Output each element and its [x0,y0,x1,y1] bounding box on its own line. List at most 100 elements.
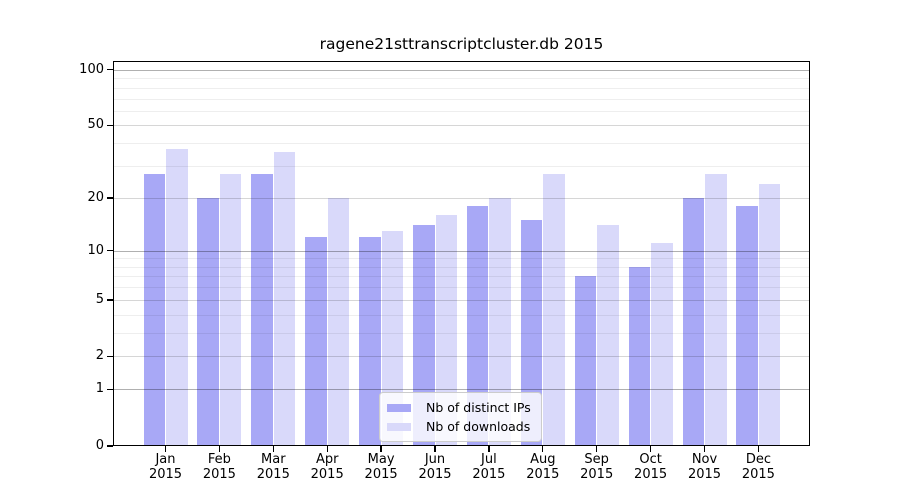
bar-distinct-ips-jul [466,205,489,446]
legend-label-downloads: Nb of downloads [426,419,531,434]
bar-distinct-ips-apr [305,236,327,446]
x-tick-month-oct: Oct [639,452,662,467]
y-tick-mark-20 [107,197,113,199]
x-tick-year-jan: 2015 [148,467,183,482]
gridline-2 [114,356,809,358]
bar-distinct-ips-jan [143,174,165,446]
gridline-minor-40 [114,143,809,145]
x-tick-year-jun: 2015 [418,467,452,482]
x-tick-mark-nov [703,446,706,452]
y-tick-label-2: 2 [95,348,104,364]
bar-downloads-dec [758,183,781,446]
x-tick-label-oct: Oct 2015 [619,452,683,482]
x-tick-month-nov: Nov [691,452,718,467]
y-tick-label-0: 0 [95,438,104,453]
x-tick-year-jul: 2015 [472,467,506,482]
y-tick-label-50: 50 [87,117,104,133]
y-tick-mark-2 [107,355,113,358]
x-tick-year-sep: 2015 [580,467,614,482]
legend-swatch-distinct-ips-icon [387,403,411,412]
y-tick-label-10: 10 [87,242,104,258]
legend: Nb of distinct IPs Nb of downloads [379,392,542,442]
gridline-10 [114,250,809,252]
x-tick-label-sep: Sep 2015 [565,452,629,482]
bar-distinct-ips-dec [736,205,758,446]
gridline-1 [114,389,809,391]
x-tick-month-jun: Jun [424,452,446,467]
bar-downloads-apr [327,197,350,446]
bar-distinct-ips-aug [520,219,543,446]
x-tick-mark-jul [488,446,490,452]
bar-distinct-ips-feb [197,197,219,446]
x-tick-mark-feb [218,446,221,452]
x-tick-month-jul: Jul [481,452,497,467]
bar-distinct-ips-jun [413,225,435,446]
bar-distinct-ips-oct [628,266,651,446]
x-tick-year-apr: 2015 [310,467,344,482]
x-tick-label-jan: Jan 2015 [134,452,198,482]
legend-swatch-downloads-icon [387,422,411,431]
x-tick-label-aug: Aug 2015 [511,452,575,482]
x-tick-label-jun: Jun 2015 [403,452,467,482]
x-tick-month-jan: Jan [155,452,176,467]
bar-downloads-feb [219,174,242,446]
x-tick-mark-dec [757,446,760,452]
bar-downloads-nov [705,174,727,446]
y-tick-label-5: 5 [95,291,104,307]
bar-downloads-aug [543,174,565,446]
gridline-minor-7 [114,276,809,278]
y-tick-label-100: 100 [79,61,104,77]
y-tick-mark-0 [107,445,113,447]
legend-label-distinct-ips: Nb of distinct IPs [426,400,531,415]
y-tick-mark-1 [107,388,113,391]
gridline-5 [114,299,809,301]
x-tick-month-dec: Dec [745,452,771,467]
x-tick-mark-oct [649,446,652,452]
x-tick-mark-mar [272,446,274,452]
gridline-100 [114,69,809,71]
x-tick-mark-may [380,446,382,452]
x-tick-mark-jun [434,446,436,452]
bar-distinct-ips-sep [574,276,597,446]
gridline-minor-3 [114,332,809,334]
x-tick-label-nov: Nov 2015 [673,452,737,482]
x-tick-label-mar: Mar 2015 [241,452,305,482]
x-tick-month-apr: Apr [315,452,339,467]
y-tick-mark-50 [107,124,113,127]
gridline-minor-4 [114,314,809,316]
x-tick-year-aug: 2015 [526,467,560,482]
chart-title: ragene21sttranscriptcluster.db 2015 [319,35,604,53]
bar-distinct-ips-may [359,236,381,446]
x-tick-mark-sep [596,446,598,452]
gridline-minor-6 [114,287,809,289]
x-tick-year-mar: 2015 [256,467,290,482]
gridline-minor-8 [114,266,809,268]
legend-row-distinct-ips: Nb of distinct IPs [387,398,541,417]
x-tick-year-feb: 2015 [202,467,236,482]
gridline-50 [114,125,809,127]
y-tick-label-20: 20 [87,189,104,205]
x-tick-year-may: 2015 [364,467,398,482]
gridline-minor-9 [114,258,809,260]
bar-downloads-oct [651,243,673,446]
x-tick-label-may: May 2015 [349,452,413,482]
bar-downloads-jan [166,149,188,446]
gridline-minor-60 [114,110,809,112]
x-tick-label-dec: Dec 2015 [726,452,790,482]
bar-downloads-mar [273,151,296,446]
gridline-20 [114,197,809,199]
y-tick-mark-5 [107,299,113,301]
x-tick-mark-aug [542,446,544,452]
gridline-minor-70 [114,98,809,100]
x-tick-year-nov: 2015 [687,467,722,482]
x-tick-month-feb: Feb [207,452,231,467]
x-tick-month-mar: Mar [261,452,286,467]
gridline-minor-30 [114,166,809,168]
x-tick-year-oct: 2015 [634,467,668,482]
y-tick-mark-100 [107,69,113,71]
bar-downloads-jul [489,197,511,446]
bar-distinct-ips-mar [251,174,273,446]
y-tick-mark-10 [107,249,113,252]
bar-distinct-ips-nov [682,197,704,446]
